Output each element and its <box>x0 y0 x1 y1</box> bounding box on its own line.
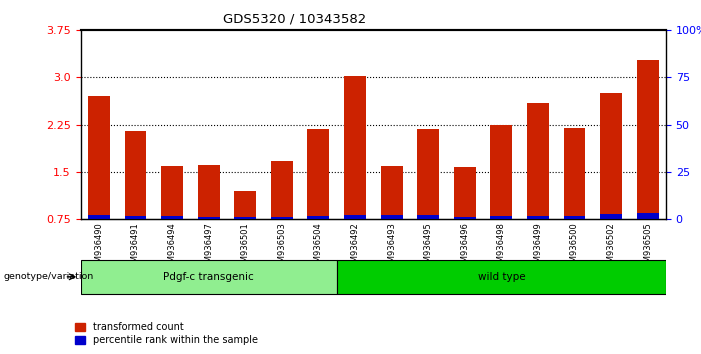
Text: GSM936492: GSM936492 <box>350 222 360 273</box>
Bar <box>490 216 512 219</box>
Text: GSM936500: GSM936500 <box>570 222 579 273</box>
Bar <box>417 215 439 219</box>
Bar <box>637 61 659 219</box>
Text: GSM936502: GSM936502 <box>606 222 615 273</box>
Bar <box>490 125 512 219</box>
Bar <box>600 93 622 219</box>
Text: GSM936501: GSM936501 <box>240 222 250 273</box>
Bar <box>161 216 183 219</box>
Bar <box>271 161 293 219</box>
Text: Pdgf-c transgenic: Pdgf-c transgenic <box>163 272 254 282</box>
Text: GDS5320 / 10343582: GDS5320 / 10343582 <box>223 12 366 25</box>
Bar <box>271 217 293 219</box>
Text: wild type: wild type <box>477 272 525 282</box>
Bar <box>81 260 336 294</box>
Text: GSM936505: GSM936505 <box>643 222 652 273</box>
Text: GSM936494: GSM936494 <box>168 222 177 273</box>
Bar <box>336 260 666 294</box>
Bar <box>527 103 549 219</box>
Bar <box>381 166 402 219</box>
Bar <box>564 128 585 219</box>
Bar <box>234 217 256 219</box>
Bar <box>308 129 329 219</box>
Bar <box>198 165 219 219</box>
Text: GSM936495: GSM936495 <box>423 222 433 273</box>
Bar <box>454 167 476 219</box>
Text: GSM936497: GSM936497 <box>204 222 213 273</box>
Bar <box>564 216 585 219</box>
Text: GSM936490: GSM936490 <box>95 222 104 273</box>
Bar <box>600 214 622 219</box>
Text: GSM936499: GSM936499 <box>533 222 543 273</box>
Text: GSM936503: GSM936503 <box>278 222 286 273</box>
Bar <box>417 129 439 219</box>
Bar <box>125 131 147 219</box>
Bar <box>88 215 110 219</box>
Text: GSM936493: GSM936493 <box>387 222 396 273</box>
Bar <box>381 215 402 219</box>
Bar <box>344 215 366 219</box>
Bar <box>308 216 329 219</box>
Text: GSM936504: GSM936504 <box>314 222 323 273</box>
Bar <box>161 166 183 219</box>
Text: genotype/variation: genotype/variation <box>4 272 94 281</box>
Bar <box>234 191 256 219</box>
Bar <box>125 216 147 219</box>
Text: GSM936496: GSM936496 <box>461 222 469 273</box>
Bar <box>527 216 549 219</box>
Bar <box>454 217 476 219</box>
Bar <box>344 76 366 219</box>
Text: GSM936498: GSM936498 <box>497 222 506 273</box>
Bar <box>88 96 110 219</box>
Text: GSM936491: GSM936491 <box>131 222 140 273</box>
Legend: transformed count, percentile rank within the sample: transformed count, percentile rank withi… <box>72 319 261 349</box>
Bar <box>198 217 219 219</box>
Bar <box>637 213 659 219</box>
